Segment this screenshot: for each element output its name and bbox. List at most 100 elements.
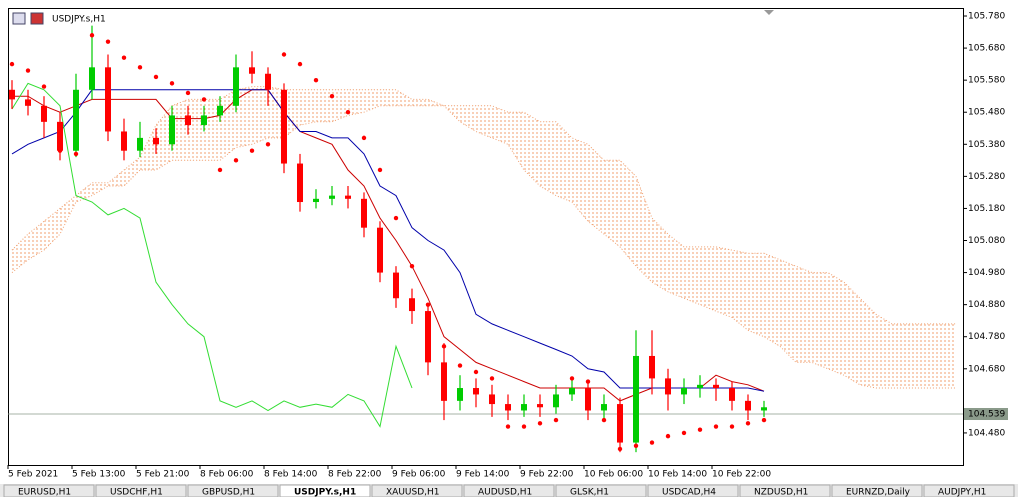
candle-body [9,89,15,100]
candle-body [617,404,623,443]
candle-body [121,131,127,151]
sar-dot [713,424,719,429]
candle-body [761,407,767,411]
candle-body [153,137,159,145]
sar-dot [9,61,15,67]
candle-body [457,388,463,401]
y-tick-label: 104.980 [968,268,1005,278]
tab-label: XAUUSD,H1 [386,488,440,497]
sar-dot [761,417,767,423]
candle-body [345,195,351,199]
sar-dot [217,167,223,173]
tab[interactable] [831,484,923,497]
y-tick-label: 104.480 [968,428,1005,438]
sar-dot [297,61,303,67]
tab[interactable] [279,484,371,497]
sar-dot [585,379,591,384]
sar-dot [473,369,479,375]
x-tick-label: 9 Feb 22:00 [520,470,574,480]
y-tick-label: 105.780 [968,12,1005,22]
sar-dot [105,39,111,44]
candle-body [265,73,271,90]
candle-body [105,67,111,132]
candle-body [73,89,79,151]
candle-body [249,67,255,74]
candle-body [633,355,639,443]
tab[interactable] [463,484,555,497]
candle-body [745,400,751,411]
tab-label: AUDJPY,H1 [938,488,986,497]
candle-body [505,404,511,411]
shift-marker [764,10,774,15]
y-tick-label: 105.080 [968,236,1005,246]
sar-dot [729,424,735,429]
sar-dot [617,446,623,452]
sar-dot [489,376,495,381]
tab-label: USDJPY.s,H1 [294,488,356,497]
y-tick-label: 105.580 [968,76,1005,86]
sar-dot [361,135,367,141]
tab[interactable] [647,484,739,497]
price-label: 104.539 [968,410,1005,420]
sar-dot [425,302,431,307]
tab-label: GLSK,H1 [570,488,609,497]
candle-body [89,67,95,90]
tab[interactable] [187,484,279,497]
tab[interactable] [95,484,187,497]
tab[interactable] [739,484,831,497]
sar-dot [377,167,383,173]
icon [12,12,26,25]
candle-body [521,404,527,411]
indicator-line [11,82,413,428]
tab[interactable] [371,484,463,497]
sar-dot [601,417,607,423]
candle-body [297,163,303,203]
candle-body [57,121,63,151]
tab[interactable] [923,484,1015,497]
sar-dot [73,151,79,157]
y-tick-label: 104.680 [968,364,1005,374]
chart-title: USDJPY.s,H1 [52,15,106,25]
candle-body [489,394,495,405]
sar-dot [457,363,463,368]
sar-dot [233,158,239,163]
sar-dot [649,440,655,445]
candle-body [393,272,399,299]
candle-body [361,198,367,228]
sar-dot [665,433,671,439]
sar-dot [89,33,95,38]
sar-dot [249,148,255,153]
x-tick-label: 9 Feb 06:00 [392,470,446,480]
plot-frame [8,8,964,466]
x-tick-label: 8 Feb 06:00 [200,470,254,480]
candle-body [137,137,143,151]
x-tick-label: 10 Feb 22:00 [712,470,771,480]
tab-label: EURNZD,Daily [846,488,911,497]
candle-body [425,311,431,363]
y-tick-label: 105.180 [968,204,1005,214]
candle-body [233,67,239,106]
sar-dot [25,68,31,73]
tab-label: AUDUSD,H1 [478,488,532,497]
sar-dot [505,424,511,429]
sar-dot [345,110,351,115]
sar-dot [169,81,175,86]
sar-dot [329,93,335,99]
candle-body [569,388,575,395]
sar-dot [57,148,63,153]
sar-dot [393,215,399,221]
candle-body [537,404,543,408]
sar-dot [41,84,47,89]
candle-body [281,89,287,164]
y-tick-label: 105.480 [968,108,1005,118]
sar-dot [201,97,207,102]
candle-body [649,355,655,379]
sar-dot [137,65,143,70]
candle-body [553,394,559,408]
sar-dot [153,74,159,80]
x-tick-label: 5 Feb 13:00 [72,470,126,480]
tab[interactable] [3,484,95,497]
icon [30,12,44,25]
tab[interactable] [555,484,647,497]
